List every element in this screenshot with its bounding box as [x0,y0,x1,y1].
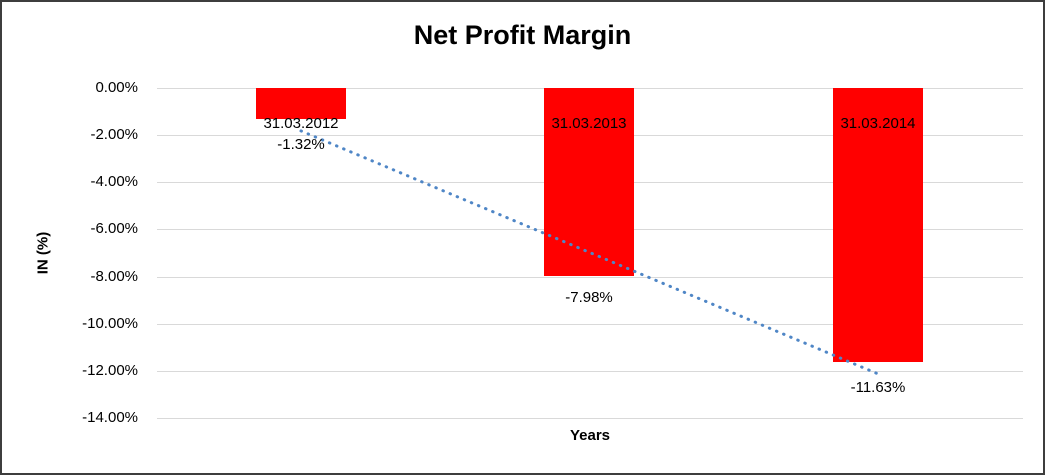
gridline [157,371,1023,372]
y-tick-label: -14.00% [82,409,138,426]
category-label: 31.03.2012 [263,115,339,132]
value-label: -11.63% [850,379,906,396]
y-tick-label: -2.00% [90,126,138,143]
bar [256,88,346,120]
chart-title: Net Profit Margin [413,20,632,50]
category-label: 31.03.2014 [840,115,916,132]
x-axis-title: Years [569,427,611,444]
y-tick-label: 0.00% [95,79,138,96]
y-tick-label: -10.00% [82,315,138,332]
value-label: -1.32% [277,136,325,153]
y-tick-label: -12.00% [82,362,138,379]
category-label: 31.03.2013 [551,115,627,132]
y-tick-label: -4.00% [90,173,138,190]
gridline [157,418,1023,419]
y-tick-label: -6.00% [90,220,138,237]
y-tick-label: -8.00% [90,268,138,285]
value-label: -7.98% [565,289,613,306]
